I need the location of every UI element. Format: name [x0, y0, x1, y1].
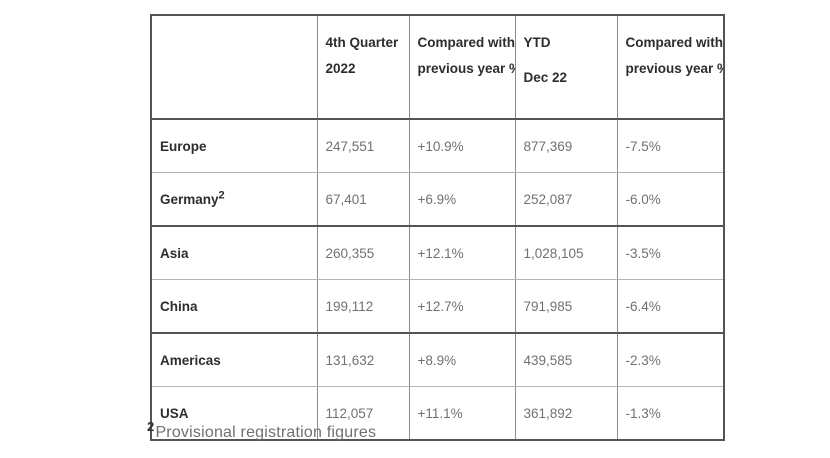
header-line: Compared with	[625, 35, 724, 50]
cell-ytd-change: -7.5%	[616, 118, 725, 173]
cell-ytd-change: -2.3%	[616, 332, 725, 387]
table-row-china: China 199,112 +12.7% 791,985 -6.4%	[150, 279, 725, 334]
header-cell-region	[150, 15, 318, 120]
cell-ytd-change: -6.4%	[616, 279, 725, 334]
header-line: previous year %	[625, 61, 724, 76]
cell-q4-value: 260,355	[316, 225, 410, 280]
registrations-table: 4th Quarter 2022 Compared with previous …	[150, 14, 725, 441]
cell-region: USA	[150, 386, 318, 441]
cell-q4-value: 247,551	[316, 118, 410, 173]
cell-q4-value: 112,057	[316, 386, 410, 441]
table-header: 4th Quarter 2022 Compared with previous …	[150, 15, 725, 120]
cell-q4-change: +12.7%	[408, 279, 516, 334]
cell-ytd-change: -1.3%	[616, 386, 725, 441]
table-row-europe: Europe 247,551 +10.9% 877,369 -7.5%	[150, 118, 725, 173]
cell-q4-change: +8.9%	[408, 332, 516, 387]
cell-ytd-change: -6.0%	[616, 172, 725, 227]
table-row-germany: Germany2 67,401 +6.9% 252,087 -6.0%	[150, 172, 725, 227]
cell-ytd-value: 791,985	[514, 279, 618, 334]
cell-q4-value: 131,632	[316, 332, 410, 387]
header-line: previous year %	[417, 61, 515, 76]
cell-q4-value: 67,401	[316, 172, 410, 227]
header-cell-4th-quarter: 4th Quarter 2022	[316, 15, 410, 120]
cell-region: China	[150, 279, 318, 334]
header-cell-ytd-compared: Compared with previous year %	[616, 15, 725, 120]
cell-q4-change: +10.9%	[408, 118, 516, 173]
header-line: 4th Quarter	[325, 35, 399, 50]
cell-ytd-value: 361,892	[514, 386, 618, 441]
cell-region: Germany2	[150, 172, 318, 227]
cell-q4-change: +12.1%	[408, 225, 516, 280]
table-row-americas: Americas 131,632 +8.9% 439,585 -2.3%	[150, 332, 725, 387]
table-body: Europe 247,551 +10.9% 877,369 -7.5% Germ…	[150, 118, 725, 441]
footnote-marker: 2	[147, 418, 155, 434]
footnote: 2Provisional registration figures	[147, 420, 377, 442]
header-cell-q4-compared: Compared with previous year %	[408, 15, 516, 120]
region-label: Germany	[160, 191, 219, 207]
cell-ytd-value: 1,028,105	[514, 225, 618, 280]
cell-region: Europe	[150, 118, 318, 173]
header-line: 2022	[325, 61, 356, 76]
table-row-asia: Asia 260,355 +12.1% 1,028,105 -3.5%	[150, 225, 725, 280]
cell-region: Asia	[150, 225, 318, 280]
cell-q4-change: +6.9%	[408, 172, 516, 227]
cell-q4-value: 199,112	[316, 279, 410, 334]
footnote-text: Provisional registration figures	[155, 424, 377, 441]
cell-ytd-value: 877,369	[514, 118, 618, 173]
header-line: Dec 22	[523, 70, 568, 85]
header-row: 4th Quarter 2022 Compared with previous …	[150, 15, 725, 120]
cell-ytd-value: 252,087	[514, 172, 618, 227]
cell-region: Americas	[150, 332, 318, 387]
table-row-usa: USA 112,057 +11.1% 361,892 -1.3%	[150, 386, 725, 441]
header-cell-ytd: YTD Dec 22	[514, 15, 618, 120]
header-line: Compared with	[417, 35, 515, 50]
cell-ytd-value: 439,585	[514, 332, 618, 387]
cell-q4-change: +11.1%	[408, 386, 516, 441]
cell-ytd-change: -3.5%	[616, 225, 725, 280]
footnote-marker: 2	[218, 189, 225, 201]
header-line: YTD	[523, 35, 551, 50]
